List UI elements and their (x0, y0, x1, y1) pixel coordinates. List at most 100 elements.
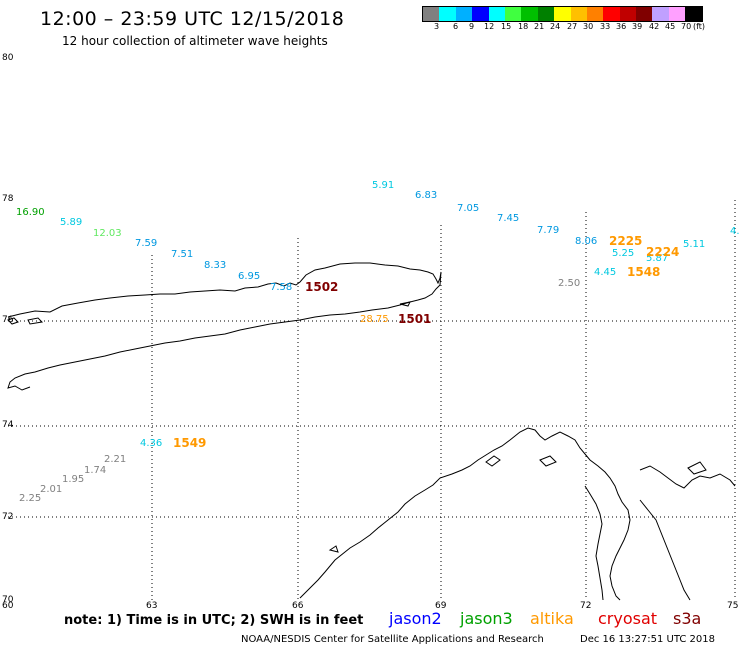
obs-label: 4. (730, 226, 740, 237)
scale-label: 18 (518, 22, 529, 31)
lon-label: 75 (727, 601, 738, 611)
scale-label: 3 (434, 22, 440, 31)
coastline-fragment (399, 301, 411, 307)
scale-label: 27 (567, 22, 578, 31)
lon-label: 63 (146, 601, 157, 611)
obs-label: 2.01 (40, 484, 62, 495)
obs-label: 4.45 (594, 267, 616, 278)
obs-label: 28.75 (360, 314, 389, 325)
obs-label: 7.79 (537, 225, 559, 236)
scale-swatch (619, 7, 637, 21)
obs-label: 5.89 (60, 217, 82, 228)
obs-label: 7.45 (497, 213, 519, 224)
legend-jason2: jason2 (389, 609, 442, 628)
legend-s3a: s3a (673, 609, 702, 628)
scale-label: 70 (681, 22, 692, 31)
lat-label: 76 (2, 315, 14, 325)
map-subtitle: 12 hour collection of altimeter wave hei… (62, 34, 328, 48)
obs-label: 5.25 (612, 248, 634, 259)
obs-label: 7.58 (270, 282, 292, 293)
obs-label: 1502 (305, 280, 338, 294)
obs-label: 2.25 (19, 493, 41, 504)
scale-swatch (586, 7, 604, 21)
obs-label: 1.74 (84, 465, 106, 476)
obs-label: 2225 (609, 234, 642, 248)
scale-swatch (652, 7, 669, 21)
obs-label: 7.59 (135, 238, 157, 249)
obs-label: 16.90 (16, 207, 45, 218)
map-title: 12:00 – 23:59 UTC 12/15/2018 (40, 8, 345, 30)
lon-label: 66 (292, 601, 304, 611)
scale-swatch (570, 7, 587, 21)
scale-swatch (423, 7, 440, 21)
obs-label: 2.21 (104, 454, 126, 465)
obs-label: 7.05 (457, 203, 479, 214)
obs-label: 12.03 (93, 228, 122, 239)
coastline-fragment (27, 317, 44, 325)
lon-label: 72 (580, 601, 591, 611)
coastline-mainland (299, 427, 631, 601)
obs-label: 7.51 (171, 249, 193, 260)
scale-label: 6 (453, 22, 459, 31)
scale-swatch (685, 7, 702, 21)
coastline-fragment (7, 317, 19, 325)
obs-label: 1548 (627, 265, 660, 279)
scale-swatch (537, 7, 555, 21)
scale-label: 42 (649, 22, 660, 31)
scale-swatch (636, 7, 653, 21)
obs-label: 1549 (173, 436, 206, 450)
scale-swatch (521, 7, 538, 21)
lat-label: 78 (2, 194, 14, 204)
scale-swatch (668, 7, 686, 21)
obs-label: 5.91 (372, 180, 394, 191)
obs-label: 8.06 (575, 236, 597, 247)
scale-label: 39 (632, 22, 643, 31)
scale-label: 45 (665, 22, 676, 31)
graticule (8, 200, 736, 600)
footer-timestamp: Dec 16 13:27:51 UTC 2018 (580, 634, 715, 645)
obs-label: 2.50 (558, 278, 580, 289)
obs-label: 8.33 (204, 260, 226, 271)
scale-swatch (554, 7, 571, 21)
coastline-island (485, 455, 501, 467)
obs-label: 6.95 (238, 271, 260, 282)
scale-label: 15 (501, 22, 512, 31)
scale-label: 36 (616, 22, 627, 31)
obs-label: 6.83 (415, 190, 437, 201)
lat-label: 72 (2, 512, 13, 522)
legend-cryosat: cryosat (598, 609, 658, 628)
scale-label: 21 (534, 22, 545, 31)
scale-label: 30 (583, 22, 594, 31)
obs-label: 5.87 (646, 253, 668, 264)
obs-label: 2224 (646, 245, 679, 259)
scale-label: 9 (469, 22, 475, 31)
lat-label: 70 (2, 595, 14, 605)
scale-swatch (504, 7, 522, 21)
obs-label: 1501 (398, 312, 431, 326)
scale-label: (ft) (693, 22, 706, 31)
footer-credit: NOAA/NESDIS Center for Satellite Applica… (241, 634, 544, 645)
axis-labels: 80 78 76 74 72 70 60 63 66 69 72 75 (2, 53, 738, 611)
legend-jason3: jason3 (460, 609, 513, 628)
coastline-mainland-east (639, 465, 736, 489)
obs-label: 4.36 (140, 438, 162, 449)
color-scale-bar (422, 6, 703, 22)
lat-label: 80 (2, 53, 14, 63)
coastline-island (328, 545, 339, 553)
observations: 16.90 5.89 12.03 7.59 7.51 8.33 6.95 7.5… (16, 180, 740, 504)
legend-altika: altika (530, 609, 574, 628)
scale-swatch (455, 7, 473, 21)
scale-label: 12 (484, 22, 495, 31)
coastline-island (687, 461, 707, 475)
coastline-north-island (7, 262, 442, 391)
coastline-mainland-east (639, 499, 691, 601)
scale-label: 33 (600, 22, 611, 31)
scale-label: 24 (550, 22, 561, 31)
lon-label: 60 (2, 601, 14, 611)
footnote: note: 1) Time is in UTC; 2) SWH is in fe… (64, 613, 364, 628)
scale-swatch (472, 7, 489, 21)
scale-swatch (488, 7, 505, 21)
obs-label: 1.95 (62, 474, 84, 485)
scale-swatch (603, 7, 620, 21)
